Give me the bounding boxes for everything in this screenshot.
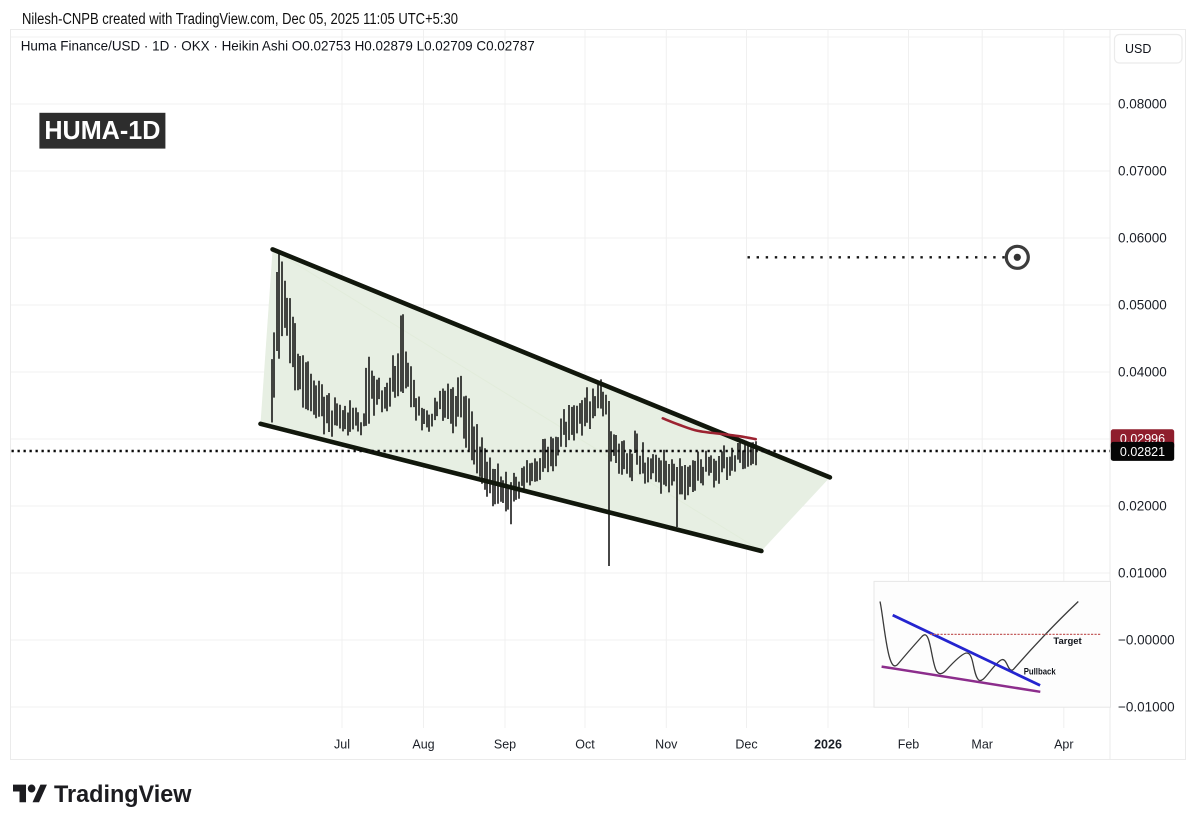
svg-text:0.02000: 0.02000 (1118, 499, 1167, 514)
svg-text:0.05000: 0.05000 (1118, 298, 1167, 313)
svg-text:−0.00000: −0.00000 (1118, 633, 1175, 648)
svg-text:HUMA-1D: HUMA-1D (44, 115, 160, 145)
svg-text:Oct: Oct (575, 738, 595, 752)
svg-text:0.06000: 0.06000 (1118, 231, 1167, 246)
svg-text:TradingView: TradingView (54, 781, 192, 808)
svg-text:0.01000: 0.01000 (1118, 566, 1167, 581)
svg-text:USD: USD (1125, 42, 1151, 56)
svg-text:Huma Finance/USD · 1D · OKX ·: Huma Finance/USD · 1D · OKX · Heikin Ash… (21, 38, 535, 54)
svg-text:2026: 2026 (814, 738, 842, 752)
svg-text:Feb: Feb (898, 738, 920, 752)
svg-text:Dec: Dec (735, 738, 757, 752)
svg-text:Aug: Aug (412, 738, 434, 752)
svg-text:Pullback: Pullback (1024, 666, 1057, 677)
svg-text:Mar: Mar (971, 738, 993, 752)
svg-text:Nilesh-CNPB created with Tradi: Nilesh-CNPB created with TradingView.com… (22, 11, 458, 28)
svg-text:0.07000: 0.07000 (1118, 164, 1167, 179)
svg-text:Jul: Jul (334, 738, 350, 752)
svg-text:Target: Target (1053, 636, 1082, 647)
svg-text:Nov: Nov (655, 738, 678, 752)
svg-text:Sep: Sep (494, 738, 516, 752)
svg-text:−0.01000: −0.01000 (1118, 700, 1175, 715)
svg-text:0.04000: 0.04000 (1118, 365, 1167, 380)
svg-text:Apr: Apr (1054, 738, 1073, 752)
svg-text:0.02821: 0.02821 (1120, 445, 1165, 459)
svg-text:0.08000: 0.08000 (1118, 97, 1167, 112)
